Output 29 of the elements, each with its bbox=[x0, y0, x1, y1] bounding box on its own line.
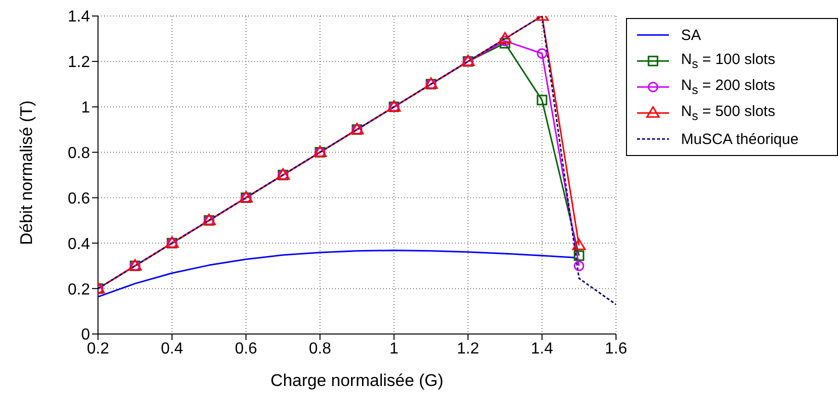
y-tick-label: 0.4 bbox=[68, 236, 90, 253]
legend-label: MuSCA théorique bbox=[681, 130, 799, 148]
x-axis-title: Charge normalisée (G) bbox=[270, 371, 444, 390]
point bbox=[498, 32, 512, 44]
x-tick-label: 0.8 bbox=[308, 340, 332, 358]
x-tick-label: 1.2 bbox=[456, 340, 480, 358]
x-tick-label: 1.6 bbox=[604, 340, 628, 358]
y-tick-label: 1.4 bbox=[68, 8, 90, 26]
y-tick-label: 0.2 bbox=[68, 281, 90, 298]
point bbox=[536, 94, 548, 106]
x-tick-label: 1.4 bbox=[530, 340, 554, 358]
y-tick-label: 0.6 bbox=[68, 190, 90, 208]
y-axis-title: Débit normalisé (T) bbox=[17, 100, 36, 245]
point bbox=[574, 260, 584, 272]
legend-label: SA bbox=[681, 26, 702, 44]
y-tick-label: 1 bbox=[81, 100, 90, 117]
point bbox=[574, 250, 584, 261]
y-tick-label: 0 bbox=[81, 326, 90, 344]
y-tick-label: 0.8 bbox=[68, 144, 90, 162]
x-tick-label: 0.6 bbox=[234, 340, 258, 358]
point bbox=[500, 38, 510, 49]
legend-label: N$_{s}$ = 200 slots bbox=[681, 77, 776, 97]
point bbox=[572, 238, 586, 250]
x-tick-label: 0.4 bbox=[160, 340, 184, 358]
point bbox=[536, 48, 548, 59]
legend-label: N$_{s}$ = 100 slots bbox=[681, 51, 776, 71]
y-tick-label: 1.2 bbox=[68, 54, 90, 72]
x-tick-label: 1 bbox=[390, 340, 399, 358]
legend-label: N$_{s}$ = 500 slots bbox=[681, 103, 776, 123]
